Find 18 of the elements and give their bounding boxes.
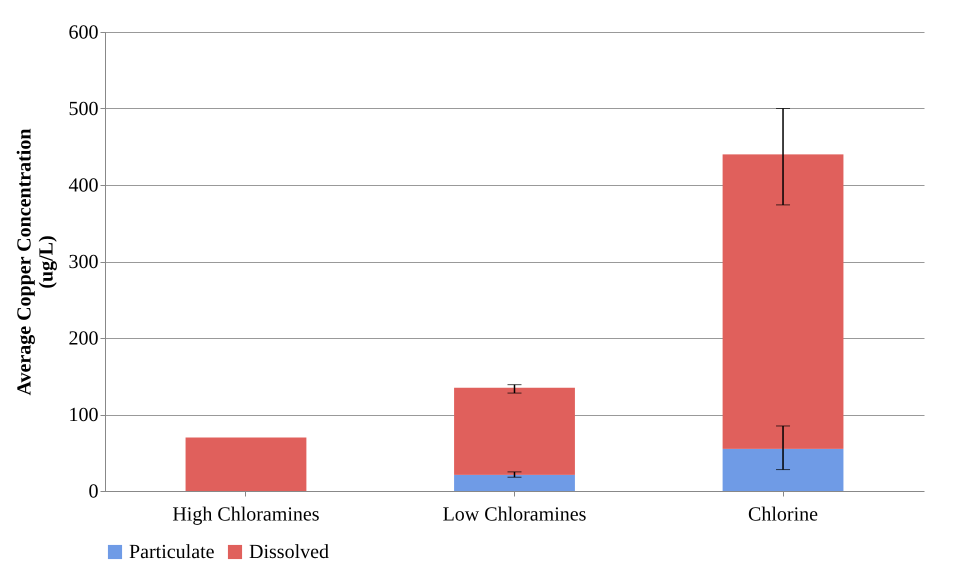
bar — [722, 154, 844, 449]
legend-label: Particulate — [129, 541, 215, 563]
y-tick-label: 200 — [68, 328, 98, 350]
y-tick-label: 500 — [68, 98, 98, 120]
x-tick-label: High Chloramines — [172, 504, 320, 526]
bar — [722, 448, 844, 491]
y-tick-label: 600 — [68, 22, 98, 44]
y-tick-label: 300 — [68, 251, 98, 273]
x-tick-label: Chlorine — [748, 504, 818, 526]
y-tick-label: 400 — [68, 174, 98, 196]
legend-label: Dissolved — [249, 541, 329, 563]
y-tick-label: 0 — [88, 480, 98, 502]
bar — [454, 474, 575, 491]
x-tick-label: Low Chloramines — [442, 504, 587, 526]
bar — [454, 388, 575, 475]
y-tick-label: 100 — [68, 404, 98, 426]
bar — [186, 437, 306, 491]
y-axis-title: Average Copper Concentration (ug/L) — [14, 128, 58, 396]
